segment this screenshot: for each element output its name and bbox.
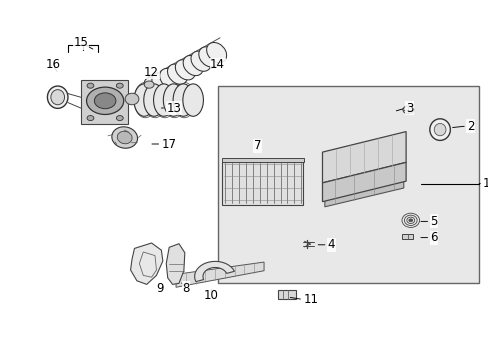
Ellipse shape	[160, 68, 179, 89]
Polygon shape	[176, 262, 264, 287]
Ellipse shape	[47, 86, 68, 108]
Ellipse shape	[183, 84, 203, 116]
Ellipse shape	[144, 77, 163, 97]
Ellipse shape	[191, 51, 210, 71]
Circle shape	[87, 116, 94, 121]
Polygon shape	[81, 80, 128, 124]
Text: 9: 9	[156, 282, 164, 294]
Circle shape	[408, 219, 412, 222]
Text: 7: 7	[253, 139, 261, 152]
Ellipse shape	[153, 84, 174, 116]
Circle shape	[87, 83, 94, 88]
Text: 5: 5	[429, 215, 437, 228]
Ellipse shape	[143, 84, 164, 116]
Ellipse shape	[112, 127, 137, 148]
Ellipse shape	[125, 93, 139, 105]
Text: 14: 14	[210, 58, 224, 71]
Text: 15: 15	[73, 36, 88, 49]
Ellipse shape	[175, 60, 195, 80]
Polygon shape	[324, 162, 403, 207]
Circle shape	[116, 83, 123, 88]
Polygon shape	[130, 243, 163, 284]
Bar	[221, 158, 304, 162]
Ellipse shape	[163, 84, 183, 116]
Ellipse shape	[152, 73, 171, 93]
Bar	[401, 234, 412, 239]
Circle shape	[144, 81, 154, 88]
Polygon shape	[166, 244, 184, 284]
Polygon shape	[322, 162, 405, 202]
Ellipse shape	[167, 64, 187, 84]
Text: 6: 6	[429, 231, 437, 244]
Text: 1: 1	[482, 177, 488, 190]
Ellipse shape	[51, 90, 64, 105]
Text: 12: 12	[144, 66, 159, 78]
Ellipse shape	[199, 47, 218, 67]
Polygon shape	[194, 261, 234, 282]
Text: 2: 2	[466, 120, 473, 132]
Text: 8: 8	[182, 282, 189, 294]
Circle shape	[116, 116, 123, 121]
Text: 13: 13	[166, 102, 181, 114]
Ellipse shape	[206, 42, 226, 63]
Ellipse shape	[134, 84, 154, 116]
Polygon shape	[322, 131, 405, 183]
Ellipse shape	[433, 123, 445, 136]
Text: 10: 10	[203, 289, 218, 302]
Text: 11: 11	[303, 293, 318, 306]
Bar	[217, 86, 478, 283]
Circle shape	[94, 93, 116, 109]
Bar	[277, 290, 296, 299]
Ellipse shape	[117, 131, 132, 144]
Ellipse shape	[183, 55, 203, 76]
Ellipse shape	[429, 119, 449, 140]
Text: 4: 4	[327, 238, 334, 251]
Circle shape	[402, 106, 413, 114]
Bar	[222, 162, 303, 205]
Circle shape	[86, 87, 123, 114]
Ellipse shape	[173, 84, 193, 116]
Text: 3: 3	[405, 102, 412, 114]
Text: 16: 16	[45, 58, 60, 71]
Text: 17: 17	[161, 138, 176, 150]
